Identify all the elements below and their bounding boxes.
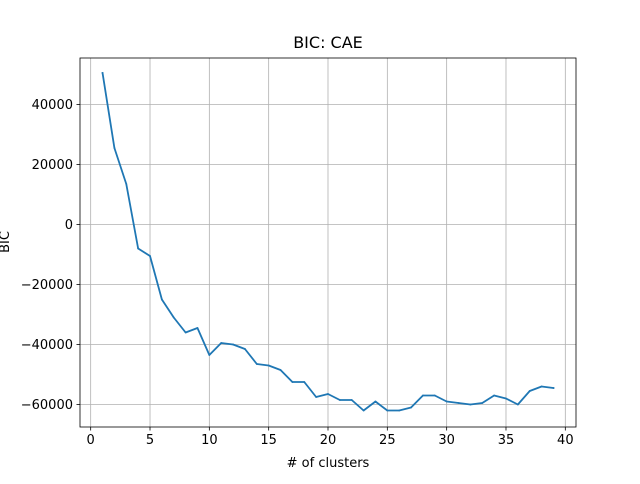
y-tick-label: −40000 <box>21 338 73 353</box>
axis-ticks: 0 5 10 15 20 25 30 35 40 −60000 −40000 −20000 0 20000… <box>21 98 574 448</box>
data-point <box>291 381 294 383</box>
data-point <box>516 403 519 406</box>
data-point <box>101 72 104 74</box>
data-point <box>160 298 163 301</box>
data-point <box>149 255 151 257</box>
data-point <box>410 406 412 409</box>
data-point <box>493 394 496 397</box>
data-point <box>469 403 472 406</box>
y-tick-label: −20000 <box>21 278 73 293</box>
y-tick-label: −60000 <box>21 398 73 413</box>
data-point <box>362 409 365 412</box>
y-axis-label: BIC <box>0 231 13 253</box>
data-point <box>196 327 199 329</box>
x-tick-label: 5 <box>146 433 154 448</box>
data-point <box>481 402 484 404</box>
data-point <box>445 400 448 403</box>
x-tick-label: 15 <box>260 433 277 448</box>
x-axis-label: # of clusters <box>287 456 370 471</box>
y-tick-label: 20000 <box>32 158 73 173</box>
data-point <box>255 363 258 365</box>
data-point <box>267 364 270 367</box>
data-series <box>101 71 555 412</box>
data-point <box>386 409 389 412</box>
data-point <box>433 394 436 397</box>
x-tick-label: 20 <box>320 433 337 448</box>
data-point <box>279 369 282 371</box>
data-point <box>327 393 329 395</box>
data-point <box>540 385 543 388</box>
data-point <box>422 394 424 397</box>
data-point <box>125 183 128 185</box>
x-tick-label: 30 <box>438 433 455 448</box>
data-point <box>113 147 116 149</box>
data-point <box>303 381 306 383</box>
data-point <box>338 399 341 401</box>
data-point <box>232 343 234 346</box>
x-tick-label: 0 <box>87 433 95 448</box>
data-point <box>315 396 318 398</box>
data-point <box>172 316 175 319</box>
data-point <box>374 400 377 403</box>
x-tick-label: 40 <box>557 433 574 448</box>
data-point <box>208 354 211 356</box>
data-point <box>350 399 353 401</box>
data-point <box>398 409 401 412</box>
chart-title: BIC: CAE <box>293 33 363 52</box>
x-tick-label: 25 <box>379 433 396 448</box>
data-point <box>184 331 187 334</box>
grid-lines <box>80 58 576 427</box>
data-point <box>552 387 555 389</box>
x-tick-label: 10 <box>201 433 218 448</box>
y-tick-label: 0 <box>65 218 73 233</box>
data-point <box>505 397 507 400</box>
data-point <box>220 342 223 344</box>
y-tick-label: 40000 <box>32 98 73 113</box>
data-point <box>244 348 246 350</box>
data-point <box>457 402 460 404</box>
x-tick-label: 35 <box>498 433 515 448</box>
data-point <box>528 390 531 392</box>
data-point <box>137 247 140 250</box>
